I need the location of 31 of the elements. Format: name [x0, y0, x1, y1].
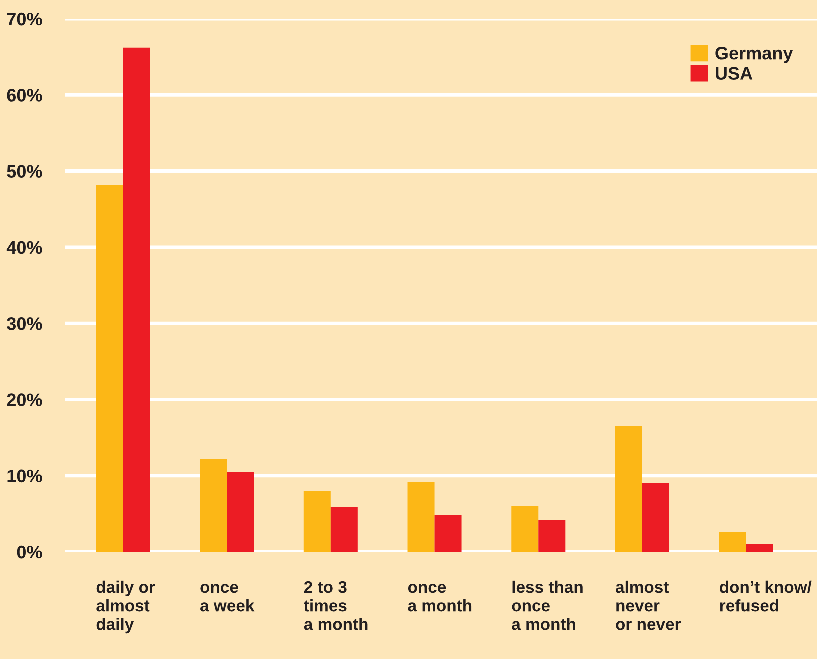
bar	[227, 472, 254, 552]
bar	[538, 520, 566, 552]
y-tick-label: 0%	[17, 546, 42, 559]
y-tick-label: 40%	[6, 241, 42, 254]
legend-label: USA	[716, 67, 753, 80]
bar	[408, 482, 435, 552]
x-tick-label: once a month	[408, 584, 472, 612]
y-tick-label: 30%	[7, 318, 42, 330]
bar	[434, 515, 462, 552]
x-tick-label: less than once a month	[512, 580, 583, 630]
bar	[512, 506, 539, 552]
y-tick-label: 10%	[8, 470, 42, 483]
y-tick-label: 70%	[7, 12, 42, 26]
x-tick-label: 2 to 3 times a month	[304, 581, 368, 630]
legend-label: Germany	[716, 47, 794, 64]
x-tick-label: don’t know/ refused	[720, 580, 812, 612]
bar	[330, 507, 358, 552]
bar	[642, 483, 670, 552]
bar	[719, 532, 746, 552]
x-tick-label: once a week	[200, 584, 255, 612]
x-tick-label: almost never or never	[616, 580, 682, 630]
bar	[96, 184, 124, 552]
bar	[200, 459, 228, 552]
y-tick-label: 60%	[7, 89, 42, 102]
x-tick-label: daily or almost daily	[96, 580, 156, 634]
bar	[304, 491, 331, 552]
y-tick-label: 20%	[7, 394, 42, 406]
bar	[123, 48, 150, 552]
y-tick-label: 50%	[7, 165, 42, 178]
bar	[615, 426, 643, 552]
bar	[746, 544, 774, 552]
